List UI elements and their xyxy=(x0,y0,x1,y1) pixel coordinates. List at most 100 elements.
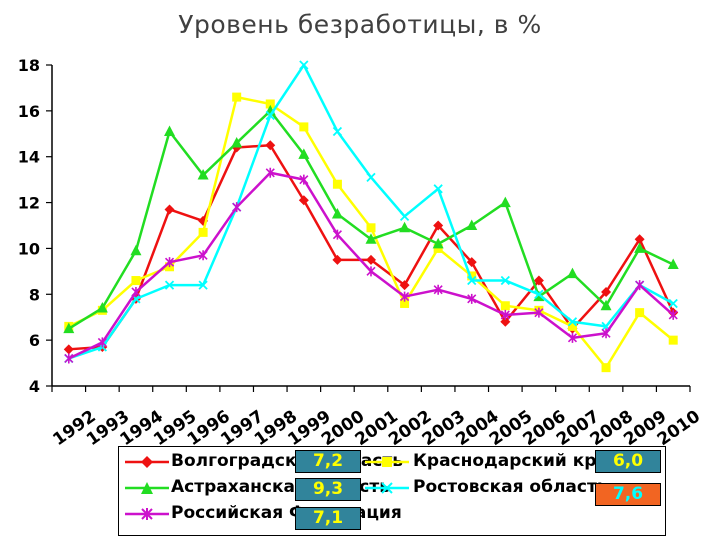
data-point-krasnodar xyxy=(601,363,611,373)
data-point-rostov xyxy=(366,172,376,182)
data-point-krasnodar xyxy=(332,179,342,189)
series-line-russia xyxy=(68,171,675,360)
data-point-volgograd xyxy=(63,344,74,355)
data-point-russia xyxy=(131,286,141,297)
legend-label-krasnodar: Краснодарский край xyxy=(413,451,620,471)
badge-rostov: 7,6 xyxy=(595,483,661,506)
data-point-volgograd xyxy=(433,220,444,231)
data-point-russia xyxy=(299,174,309,185)
data-point-rostov xyxy=(668,298,678,309)
series-line-krasnodar xyxy=(68,95,675,369)
data-point-rostov xyxy=(265,110,275,121)
data-point-astrakhan xyxy=(499,196,511,208)
data-point-volgograd xyxy=(164,204,175,215)
data-point-russia xyxy=(500,309,510,320)
data-point-krasnodar xyxy=(232,92,242,102)
data-point-krasnodar xyxy=(433,243,443,253)
data-point-volgograd xyxy=(399,280,410,291)
data-point-russia xyxy=(467,293,477,304)
data-point-rostov xyxy=(534,289,544,299)
badge-krasnodar: 6,0 xyxy=(595,450,661,473)
data-point-astrakhan xyxy=(466,219,478,230)
data-point-astrakhan xyxy=(600,299,612,311)
data-point-astrakhan xyxy=(432,237,444,249)
data-point-astrakhan xyxy=(566,267,578,279)
data-point-astrakhan xyxy=(667,258,679,269)
legend-swatch-astrakhan xyxy=(125,482,169,494)
data-point-russia xyxy=(64,353,74,364)
data-point-rostov xyxy=(332,126,343,137)
data-point-russia xyxy=(97,337,107,348)
y-tick-label: 8 xyxy=(29,285,40,304)
series-line-astrakhan xyxy=(68,109,674,330)
data-point-krasnodar xyxy=(567,321,577,331)
data-point-rostov xyxy=(467,275,477,286)
data-point-astrakhan xyxy=(634,242,646,253)
legend: Волгоградская область Краснодарский край… xyxy=(118,446,666,536)
data-point-krasnodar xyxy=(299,122,309,132)
data-point-krasnodar xyxy=(366,223,376,233)
data-point-russia xyxy=(366,266,376,277)
badge-russia: 7,1 xyxy=(295,507,361,530)
data-point-astrakhan xyxy=(63,322,75,334)
data-point-volgograd xyxy=(634,234,645,245)
data-point-rostov xyxy=(433,184,443,194)
data-point-russia xyxy=(265,167,275,178)
data-point-krasnodar xyxy=(198,227,208,237)
data-point-russia xyxy=(567,332,578,343)
data-point-astrakhan xyxy=(365,233,377,244)
chart-title: Уровень безработицы, в % xyxy=(178,10,542,39)
data-point-russia xyxy=(635,280,645,291)
data-point-russia xyxy=(433,284,443,295)
data-point-rostov xyxy=(567,317,578,327)
y-tick-label: 12 xyxy=(18,194,40,213)
data-point-astrakhan xyxy=(96,302,108,313)
data-point-krasnodar xyxy=(467,271,477,281)
data-point-volgograd xyxy=(601,286,612,297)
data-point-volgograd xyxy=(332,254,343,265)
data-point-rostov xyxy=(299,60,309,70)
data-point-astrakhan xyxy=(331,208,343,219)
data-point-astrakhan xyxy=(197,169,209,180)
legend-swatch-russia xyxy=(125,508,169,520)
badge-volgograd: 7,2 xyxy=(295,450,361,473)
y-tick-label: 16 xyxy=(18,102,40,121)
data-point-russia xyxy=(164,257,175,268)
badge-astrakhan: 9,3 xyxy=(295,478,361,501)
legend-swatch-rostov xyxy=(365,482,409,494)
y-tick-label: 10 xyxy=(18,239,40,258)
data-point-rostov xyxy=(500,275,510,286)
data-point-krasnodar xyxy=(131,276,141,286)
data-point-astrakhan xyxy=(164,125,176,136)
data-point-astrakhan xyxy=(231,136,243,148)
data-point-krasnodar xyxy=(265,99,275,109)
data-point-rostov xyxy=(164,280,175,290)
y-tick-label: 18 xyxy=(18,56,40,75)
data-point-krasnodar xyxy=(635,308,645,318)
data-point-volgograd xyxy=(533,275,544,286)
legend-label-rostov: Ростовская область xyxy=(413,477,608,497)
y-tick-label: 4 xyxy=(29,377,40,396)
data-point-volgograd xyxy=(466,257,477,268)
data-point-rostov xyxy=(399,211,410,221)
data-point-krasnodar xyxy=(400,298,410,308)
data-point-russia xyxy=(232,202,242,213)
data-point-russia xyxy=(534,307,544,318)
y-tick-label: 6 xyxy=(29,331,40,350)
legend-swatch-volgograd xyxy=(125,456,169,468)
data-point-rostov xyxy=(198,280,208,290)
legend-label-russia: Российская Федерация xyxy=(171,503,402,523)
data-point-astrakhan xyxy=(130,244,142,256)
data-point-krasnodar xyxy=(668,335,678,345)
data-point-volgograd xyxy=(298,195,309,206)
y-tick-label: 14 xyxy=(18,148,40,167)
series-line-rostov xyxy=(68,63,674,360)
data-point-krasnodar xyxy=(500,301,510,311)
legend-swatch-krasnodar xyxy=(365,457,409,467)
data-point-astrakhan xyxy=(298,148,310,159)
data-point-russia xyxy=(668,309,678,320)
data-point-astrakhan xyxy=(399,221,411,233)
data-point-volgograd xyxy=(500,316,511,327)
data-point-russia xyxy=(332,229,342,240)
